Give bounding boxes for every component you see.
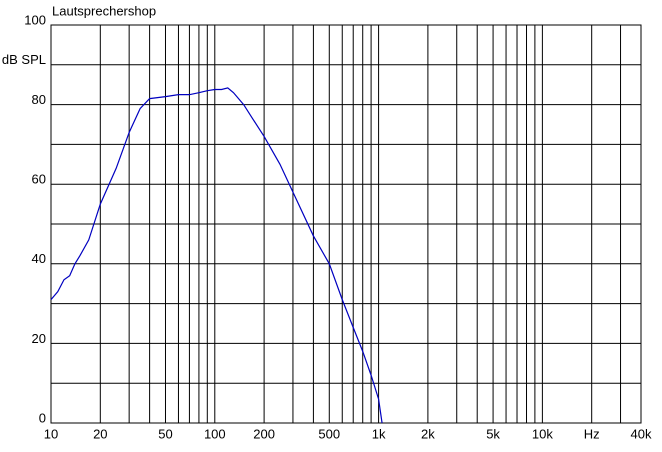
x-tick-label: 10 (44, 426, 58, 441)
y-tick-label: 0 (39, 410, 46, 425)
y-tick-label: 100 (24, 12, 46, 27)
x-tick-label: 50 (158, 426, 172, 441)
response-line (50, 87, 383, 424)
y-tick-label: dB SPL (2, 52, 46, 67)
x-tick-label: 200 (253, 426, 275, 441)
x-tick-label: 1k (372, 426, 386, 441)
x-tick-label: 5k (486, 426, 500, 441)
y-tick-label: 60 (32, 172, 46, 187)
x-tick-label: 500 (318, 426, 340, 441)
y-tick-label: 20 (32, 331, 46, 346)
x-tick-label: 10k (532, 426, 553, 441)
x-tick-label: 40k (631, 426, 652, 441)
x-tick-label: 100 (204, 426, 226, 441)
y-tick-label: 40 (32, 251, 46, 266)
x-tick-label: 20 (93, 426, 107, 441)
x-tick-label: 2k (421, 426, 435, 441)
x-tick-label: Hz (584, 426, 600, 441)
y-tick-label: 80 (32, 92, 46, 107)
header: Lautsprechershop (52, 3, 156, 18)
